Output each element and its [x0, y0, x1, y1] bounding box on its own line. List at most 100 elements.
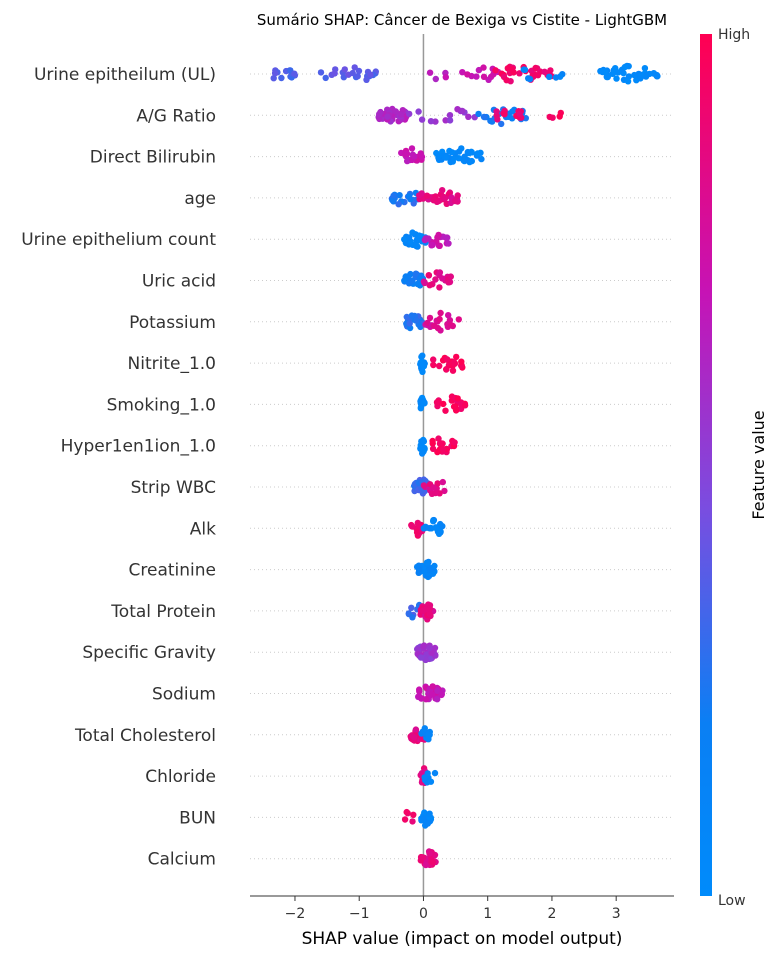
- shap-point: [494, 116, 501, 123]
- shap-point: [411, 231, 419, 238]
- shap-point: [426, 644, 433, 652]
- shap-point: [432, 75, 439, 83]
- shap-point: [413, 317, 420, 324]
- shap-point: [436, 315, 443, 323]
- shap-point: [435, 153, 442, 160]
- shap-point: [435, 530, 443, 537]
- x-tick-label: −1: [349, 906, 370, 922]
- shap-point: [454, 106, 461, 113]
- feature-label: Sodium: [152, 685, 216, 705]
- shap-point: [481, 113, 488, 121]
- shap-point: [415, 108, 422, 115]
- shap-point: [422, 696, 430, 703]
- shap-point: [278, 74, 285, 82]
- shap-point: [270, 75, 277, 82]
- shap-point: [414, 520, 422, 528]
- shap-point: [432, 524, 440, 531]
- shap-point: [465, 113, 472, 121]
- shap-point: [403, 150, 411, 158]
- shap-point: [427, 778, 435, 785]
- shap-point: [395, 201, 402, 208]
- shap-point: [384, 113, 391, 120]
- shap-point: [447, 321, 455, 329]
- shap-point: [429, 445, 437, 452]
- shap-point: [419, 352, 426, 359]
- shap-point: [419, 450, 426, 457]
- shap-point: [604, 73, 611, 81]
- shap-point: [426, 282, 433, 289]
- shap-point: [425, 272, 432, 279]
- shap-point: [424, 820, 432, 827]
- shap-point: [431, 562, 438, 570]
- feature-label: Calcium: [148, 850, 216, 870]
- shap-point: [439, 275, 446, 282]
- feature-label: Specific Gravity: [82, 643, 216, 663]
- shap-point: [447, 273, 454, 280]
- shap-point: [437, 309, 444, 317]
- shap-point: [420, 361, 427, 368]
- shap-point: [438, 691, 445, 698]
- shap-point: [426, 314, 434, 322]
- shap-point: [423, 192, 431, 199]
- shap-point: [534, 72, 542, 79]
- x-tick-label: −2: [285, 906, 306, 922]
- shap-point: [412, 270, 420, 277]
- shap-point: [354, 73, 361, 80]
- shap-point: [631, 71, 638, 79]
- shap-point: [367, 71, 374, 78]
- shap-point: [474, 150, 481, 157]
- shap-point: [429, 683, 436, 690]
- shap-point: [475, 110, 482, 118]
- shap-point: [291, 70, 298, 77]
- shap-point: [451, 439, 458, 446]
- shap-point: [355, 67, 363, 75]
- shap-point: [409, 818, 416, 825]
- shap-point: [493, 108, 500, 115]
- shap-point: [451, 360, 459, 367]
- shap-point: [597, 68, 605, 75]
- shap-point: [503, 77, 510, 84]
- shap-point: [624, 78, 632, 85]
- row-gridlines: [250, 73, 674, 860]
- shap-point: [441, 487, 448, 495]
- feature-labels: Urine epitheilum (UL) A/G Ratio Direct Bil…: [21, 65, 216, 870]
- colorbar: [700, 34, 712, 896]
- shap-point: [454, 395, 461, 402]
- shap-point: [425, 731, 432, 738]
- shap-point: [461, 402, 469, 409]
- shap-point: [426, 605, 434, 612]
- shap-point: [396, 192, 403, 199]
- shap-point: [556, 113, 563, 120]
- shap-point: [426, 810, 433, 817]
- shap-point: [454, 192, 461, 199]
- shap-point: [442, 117, 449, 124]
- shap-point: [410, 734, 418, 741]
- shap-point: [439, 446, 446, 453]
- shap-point: [432, 489, 439, 497]
- shap-point: [492, 67, 499, 74]
- feature-label: Direct Bilirubin: [90, 148, 216, 168]
- shap-point: [412, 726, 420, 733]
- feature-label: Creatinine: [129, 561, 216, 581]
- data-points: [270, 62, 661, 869]
- shap-point: [439, 523, 446, 530]
- shap-point: [440, 400, 447, 408]
- feature-label: Total Protein: [110, 602, 216, 622]
- shap-point: [430, 197, 438, 204]
- shap-point: [418, 116, 426, 123]
- shap-point: [459, 69, 466, 76]
- shap-point: [448, 149, 456, 156]
- feature-label: A/G Ratio: [136, 106, 216, 126]
- shap-point: [433, 399, 441, 406]
- shap-point: [415, 692, 423, 700]
- shap-point: [444, 234, 451, 241]
- shap-point: [478, 155, 485, 163]
- shap-point: [625, 73, 633, 80]
- shap-point: [408, 523, 416, 530]
- shap-point: [547, 67, 554, 74]
- shap-point: [443, 356, 451, 363]
- shap-point: [439, 187, 446, 194]
- feature-label: Total Cholesterol: [74, 726, 216, 746]
- shap-point: [446, 112, 454, 119]
